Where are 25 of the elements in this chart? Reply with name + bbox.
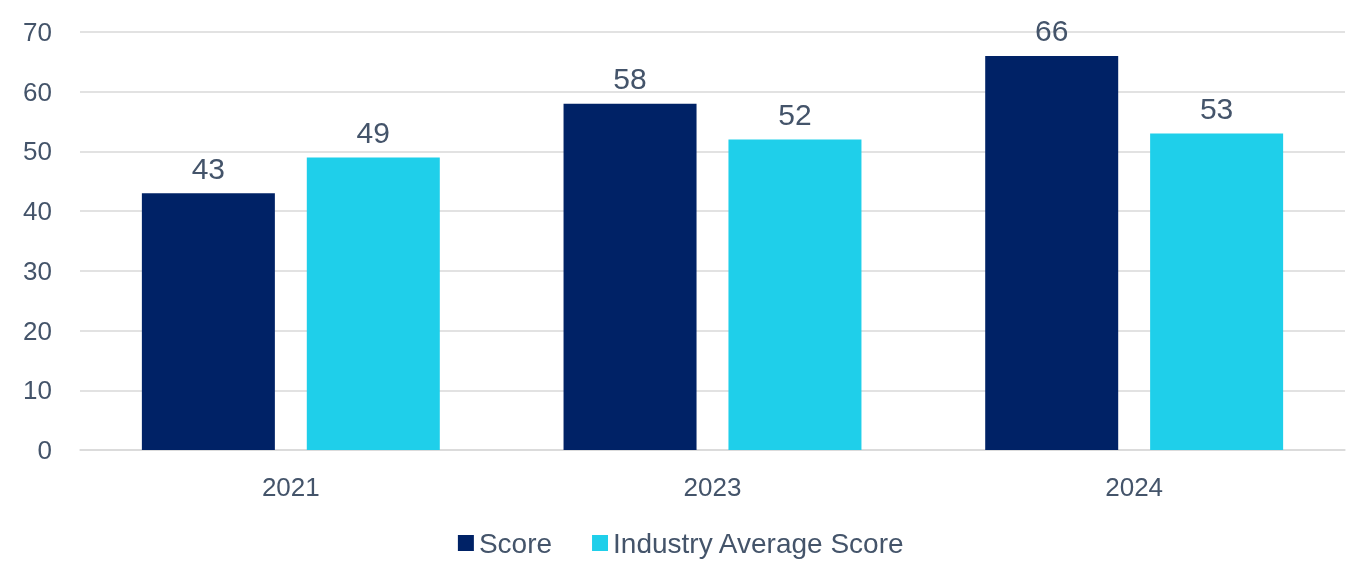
legend-label: Industry Average Score [613, 527, 904, 559]
data-label: 52 [778, 97, 812, 131]
y-tick-label: 20 [23, 315, 52, 346]
legend-label: Score [478, 527, 553, 559]
data-label: 49 [356, 115, 390, 149]
data-label: 53 [1199, 92, 1234, 126]
x-tick-label: 2024 [1105, 472, 1164, 502]
y-tick-label: 10 [23, 375, 52, 406]
bar [306, 157, 440, 450]
y-tick-label: 0 [37, 435, 52, 465]
bar [563, 103, 697, 450]
y-tick-label: 70 [23, 17, 52, 47]
y-tick-label: 60 [23, 76, 52, 107]
data-label: 58 [613, 62, 647, 96]
bar [985, 55, 1119, 450]
y-tick-label: 30 [23, 255, 52, 286]
bar [728, 139, 862, 450]
y-tick-label: 40 [23, 196, 52, 227]
x-tick-label: 2021 [261, 472, 320, 502]
y-tick-label: 50 [23, 136, 52, 167]
bar [1150, 133, 1284, 450]
data-label: 66 [1035, 14, 1069, 48]
x-tick-label: 2023 [683, 472, 742, 502]
bar [141, 193, 275, 450]
data-label: 43 [191, 151, 226, 185]
